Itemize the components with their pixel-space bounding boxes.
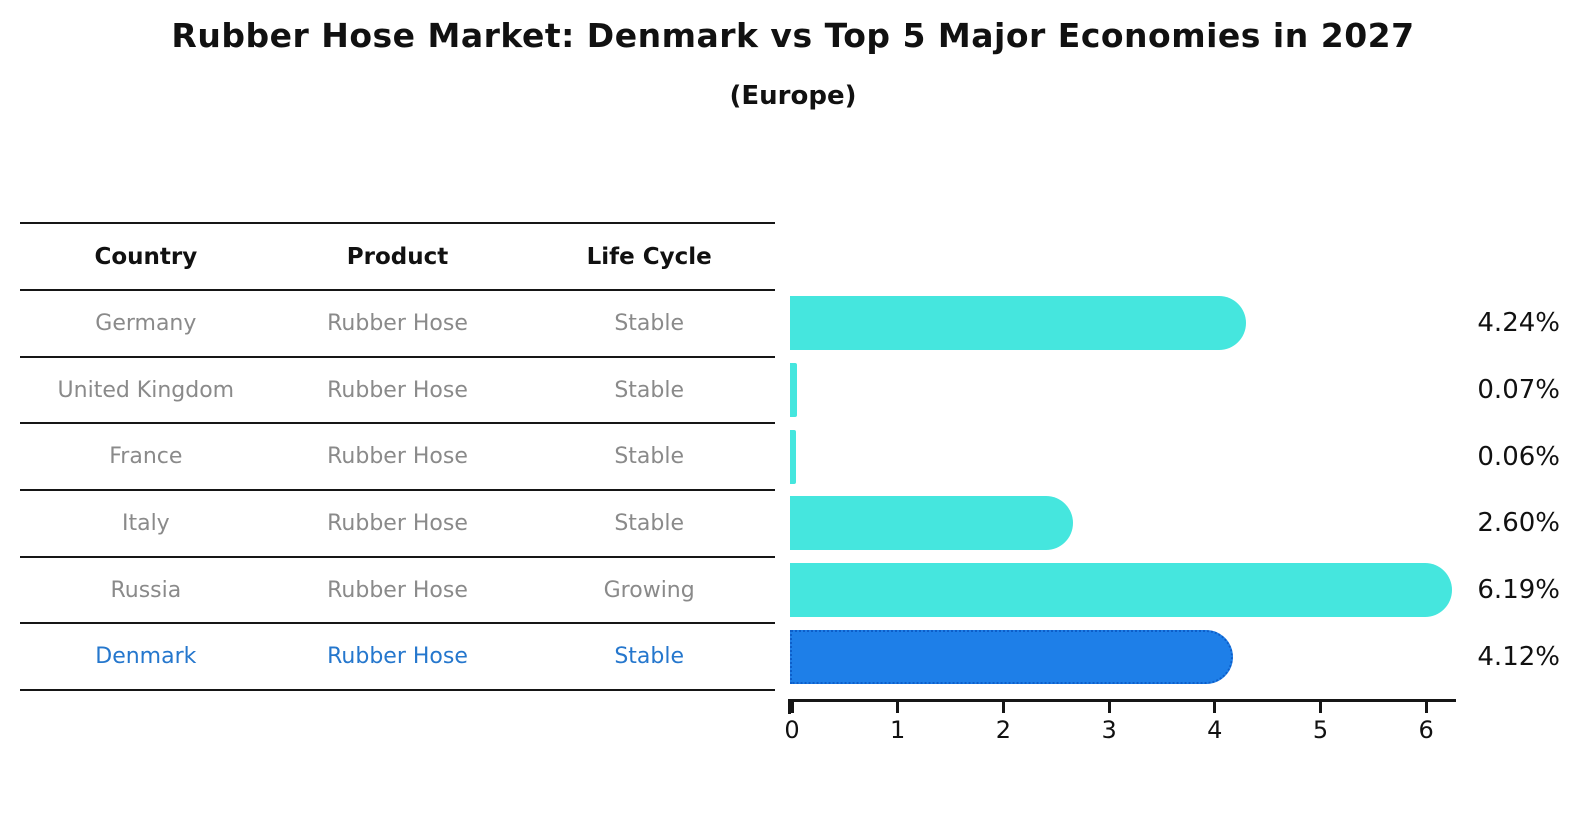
table-cell-product: Rubber Hose [327,577,468,603]
table-header-product: Product [346,243,449,270]
bar-united-kingdom [790,363,798,418]
x-tick-mark-5 [1319,702,1322,713]
x-tick-label-6: 6 [1418,716,1434,744]
table-cell-product: Rubber Hose [327,377,468,403]
table-cell-country: Russia [110,577,182,603]
x-tick-label-3: 3 [1101,716,1117,744]
x-tick-label-0: 0 [784,716,800,744]
table-cell-product: Rubber Hose [327,510,468,536]
table-cell-country: United Kingdom [57,377,235,403]
bar-denmark [790,629,1234,684]
table-cell-country: Denmark [95,644,197,670]
table-row-united-kingdom: United Kingdom Rubber Hose Stable [20,358,775,425]
value-label-denmark: 4.12% [1477,641,1560,672]
x-axis-line [788,699,1456,702]
bar-france [790,429,797,484]
table-cell-lifecycle: Stable [614,310,685,336]
value-label-russia: 6.19% [1477,575,1560,606]
table-header-lifecycle: Life Cycle [586,243,712,270]
bar-russia [790,563,1453,618]
bar-germany [790,296,1247,351]
x-tick-label-4: 4 [1207,716,1223,744]
chart-subtitle: (Europe) [729,81,857,111]
x-tick-mark-2 [1001,702,1005,713]
table-row-germany: Germany Rubber Hose Stable [20,291,775,358]
table-cell-lifecycle: Stable [614,510,685,536]
value-label-germany: 4.24% [1477,308,1560,339]
table-row-italy: Italy Rubber Hose Stable [20,491,775,558]
table-cell-product: Rubber Hose [327,310,468,336]
x-tick-label-2: 2 [995,716,1012,744]
chart-title: Rubber Hose Market: Denmark vs Top 5 Maj… [171,16,1415,55]
legend-table: Country Product Life Cycle Germany Rubber… [20,222,775,692]
value-label-united-kingdom: 0.07% [1477,375,1560,406]
table-row-france: France Rubber Hose Stable [20,424,775,492]
table-cell-lifecycle: Growing [603,577,695,603]
x-tick-mark-1 [896,702,900,713]
table-cell-product: Rubber Hose [327,444,468,470]
value-label-italy: 2.60% [1477,508,1560,539]
table-cell-product: Rubber Hose [327,644,468,670]
table-cell-lifecycle: Stable [614,644,685,670]
table-cell-country: Italy [121,510,170,536]
bar-italy [790,496,1073,551]
table-cell-lifecycle: Stable [614,444,685,470]
table-row-russia: Russia Rubber Hose Growing [20,558,775,625]
x-axis-left-tick [788,699,791,714]
x-tick-mark-6 [1424,702,1428,713]
table-cell-lifecycle: Stable [614,377,685,403]
x-tick-mark-0 [790,702,794,713]
table-header-row: Country Product Life Cycle [20,224,775,291]
x-tick-mark-3 [1107,702,1111,713]
table-cell-country: Germany [95,310,197,336]
table-body: Germany Rubber Hose Stable United Kingdom Ru… [20,291,775,692]
value-label-france: 0.06% [1477,441,1560,472]
x-tick-mark-4 [1213,702,1217,713]
x-tick-label-1: 1 [890,716,906,744]
table-header-country: Country [94,243,198,270]
table-cell-country: France [109,444,183,470]
table-row-denmark: Denmark Rubber Hose Stable [20,624,775,692]
x-tick-label-5: 5 [1312,716,1329,744]
